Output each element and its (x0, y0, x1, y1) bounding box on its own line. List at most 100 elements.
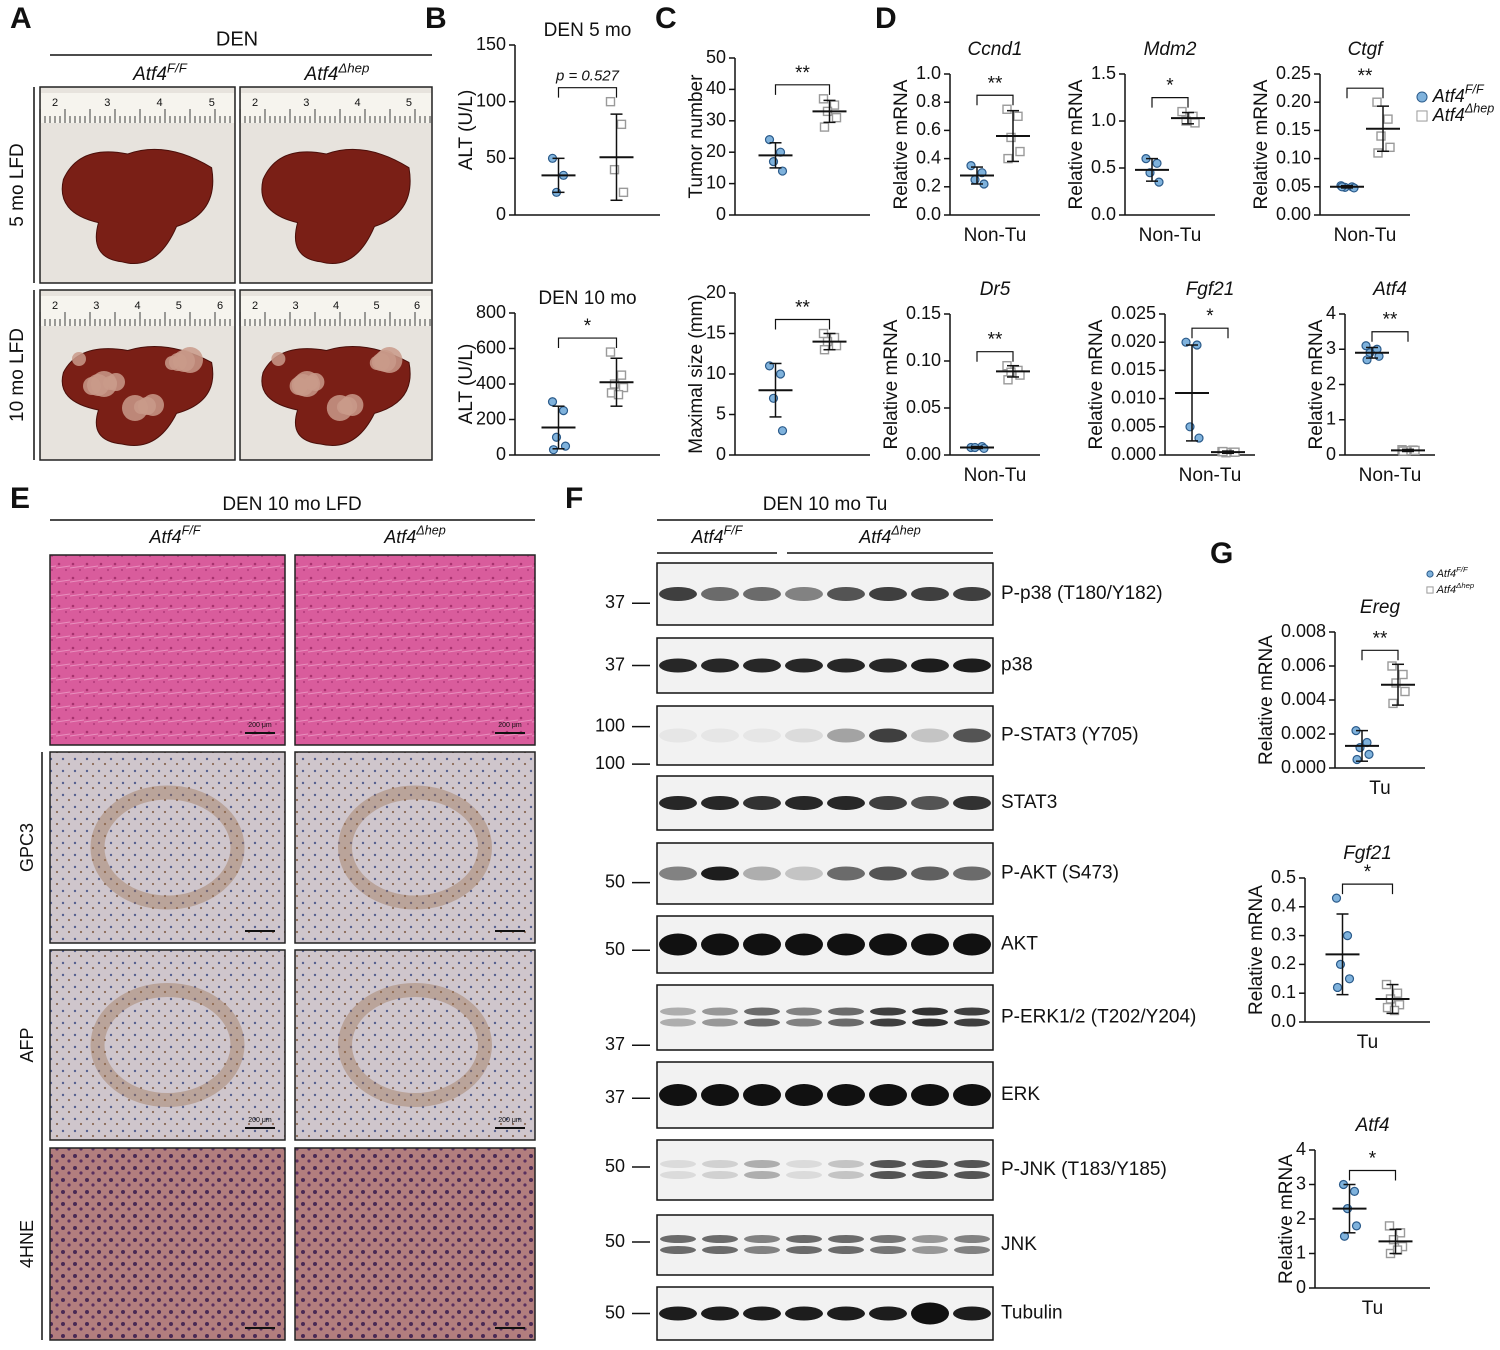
gene-name: Atf4 (858, 527, 891, 547)
y-tick-label: 800 (476, 302, 506, 322)
significance-bracket (557, 337, 618, 349)
blot-band (701, 866, 739, 881)
blot-band (744, 1235, 780, 1243)
blot-band (701, 728, 739, 743)
significance-label: * (1364, 862, 1372, 883)
significance-bracket (774, 318, 831, 330)
y-tick-label: 0.4 (916, 147, 941, 167)
y-tick-label: 0 (716, 444, 726, 464)
blot-band (911, 587, 949, 601)
data-point (1185, 422, 1195, 432)
blot-row-label: Tubulin (1001, 1303, 1063, 1324)
scale-bar-label: 200 μm (248, 1117, 272, 1124)
blot-band (660, 1018, 696, 1027)
x-category-label: Non-Tu (1359, 465, 1422, 486)
data-point (547, 397, 558, 407)
y-tick-label: 0.25 (1276, 63, 1311, 83)
y-tick-label: 10 (706, 172, 726, 192)
y-tick-label: 50 (706, 47, 726, 67)
x-category-label: Tu (1369, 778, 1390, 799)
data-point (831, 112, 842, 123)
photo-row-label: 5 mo LFD (7, 143, 28, 226)
y-tick-label: 0.15 (906, 303, 941, 323)
blot-band (744, 1171, 780, 1179)
panel-label: D (875, 2, 897, 35)
y-tick-label: 0.015 (1111, 359, 1156, 379)
y-tick-label: 0.2 (1271, 953, 1296, 973)
ruler-label: 6 (414, 300, 420, 312)
chart-title: Fgf21 (1343, 843, 1392, 864)
mw-marker: 50 (605, 1156, 625, 1176)
y-tick-label: 3 (1326, 338, 1336, 358)
y-tick-label: 1.0 (1091, 110, 1116, 130)
data-point (1364, 749, 1374, 760)
y-tick-label: 30 (706, 110, 726, 130)
scale-bar-label: 200 μm (248, 722, 272, 729)
data-point (1362, 355, 1372, 365)
blot-band (660, 1007, 696, 1016)
ruler-label: 4 (156, 97, 162, 109)
gene-name: Atf4 (1436, 584, 1457, 596)
blot-band (702, 1018, 738, 1027)
y-tick-label: 150 (476, 34, 506, 54)
y-tick-label: 0.0 (916, 204, 941, 224)
significance-bracket (1151, 97, 1189, 108)
x-category-label: Non-Tu (964, 465, 1027, 486)
data-point (1194, 433, 1204, 443)
blot-band (870, 1160, 906, 1168)
y-axis-label: ALT (U/L) (456, 344, 477, 425)
mw-marker: 50 (605, 1231, 625, 1251)
ruler-label: 2 (252, 300, 258, 312)
data-point (1154, 177, 1164, 187)
blot-band (827, 796, 865, 810)
scale-bar-label: 200 μm (498, 1117, 522, 1124)
y-tick-label: 0.00 (1276, 204, 1311, 224)
blot-band (659, 866, 697, 881)
y-tick-label: 0.4 (1271, 896, 1296, 916)
blot-band (659, 728, 697, 743)
y-tick-label: 0.5 (1091, 157, 1116, 177)
histology-image (294, 554, 536, 746)
chart-title: Dr5 (980, 279, 1011, 300)
data-point (1177, 106, 1187, 117)
blot-band (912, 1235, 948, 1243)
blot-band (744, 1007, 780, 1016)
blot-band (786, 1171, 822, 1179)
y-tick-label: 0.10 (1276, 147, 1311, 167)
x-category-label: Non-Tu (1179, 465, 1242, 486)
x-category-label: Tu (1357, 1032, 1378, 1053)
ruler-label: 5 (209, 97, 215, 109)
y-tick-label: 50 (486, 147, 506, 167)
data-point (1355, 742, 1365, 753)
tumor-nodule (289, 377, 308, 395)
blot-band (743, 658, 781, 673)
blot-row-label: P-JNK (T183/Y185) (1001, 1159, 1167, 1180)
data-point (1190, 118, 1200, 128)
significance-bracket (774, 84, 831, 95)
legend-marker (1416, 110, 1428, 122)
data-point (1015, 146, 1025, 157)
genotype-sup: Δhep (1455, 581, 1475, 590)
blot-band (827, 1306, 865, 1321)
blot-band (743, 1084, 781, 1106)
blot-band (785, 866, 823, 881)
data-point (605, 96, 616, 107)
blot-strip (656, 1139, 994, 1201)
y-axis-label: Relative mRNA (891, 79, 912, 209)
panel-label: C (655, 2, 677, 35)
blot-band (702, 1171, 738, 1179)
blot-band (786, 1018, 822, 1027)
significance-bracket (1346, 87, 1384, 99)
blot-band (954, 1246, 990, 1254)
blot-band (827, 1084, 865, 1106)
ruler-label: 5 (406, 97, 412, 109)
significance-label: * (1369, 1149, 1377, 1170)
data-point (1003, 153, 1013, 164)
ruler (41, 93, 234, 123)
gene-name: Atf4 (304, 64, 339, 85)
data-point (1372, 97, 1382, 107)
blot-band (911, 866, 949, 881)
significance-label: ** (1383, 310, 1398, 331)
blot-row-label: ERK (1001, 1084, 1040, 1105)
blot-band (743, 587, 781, 601)
